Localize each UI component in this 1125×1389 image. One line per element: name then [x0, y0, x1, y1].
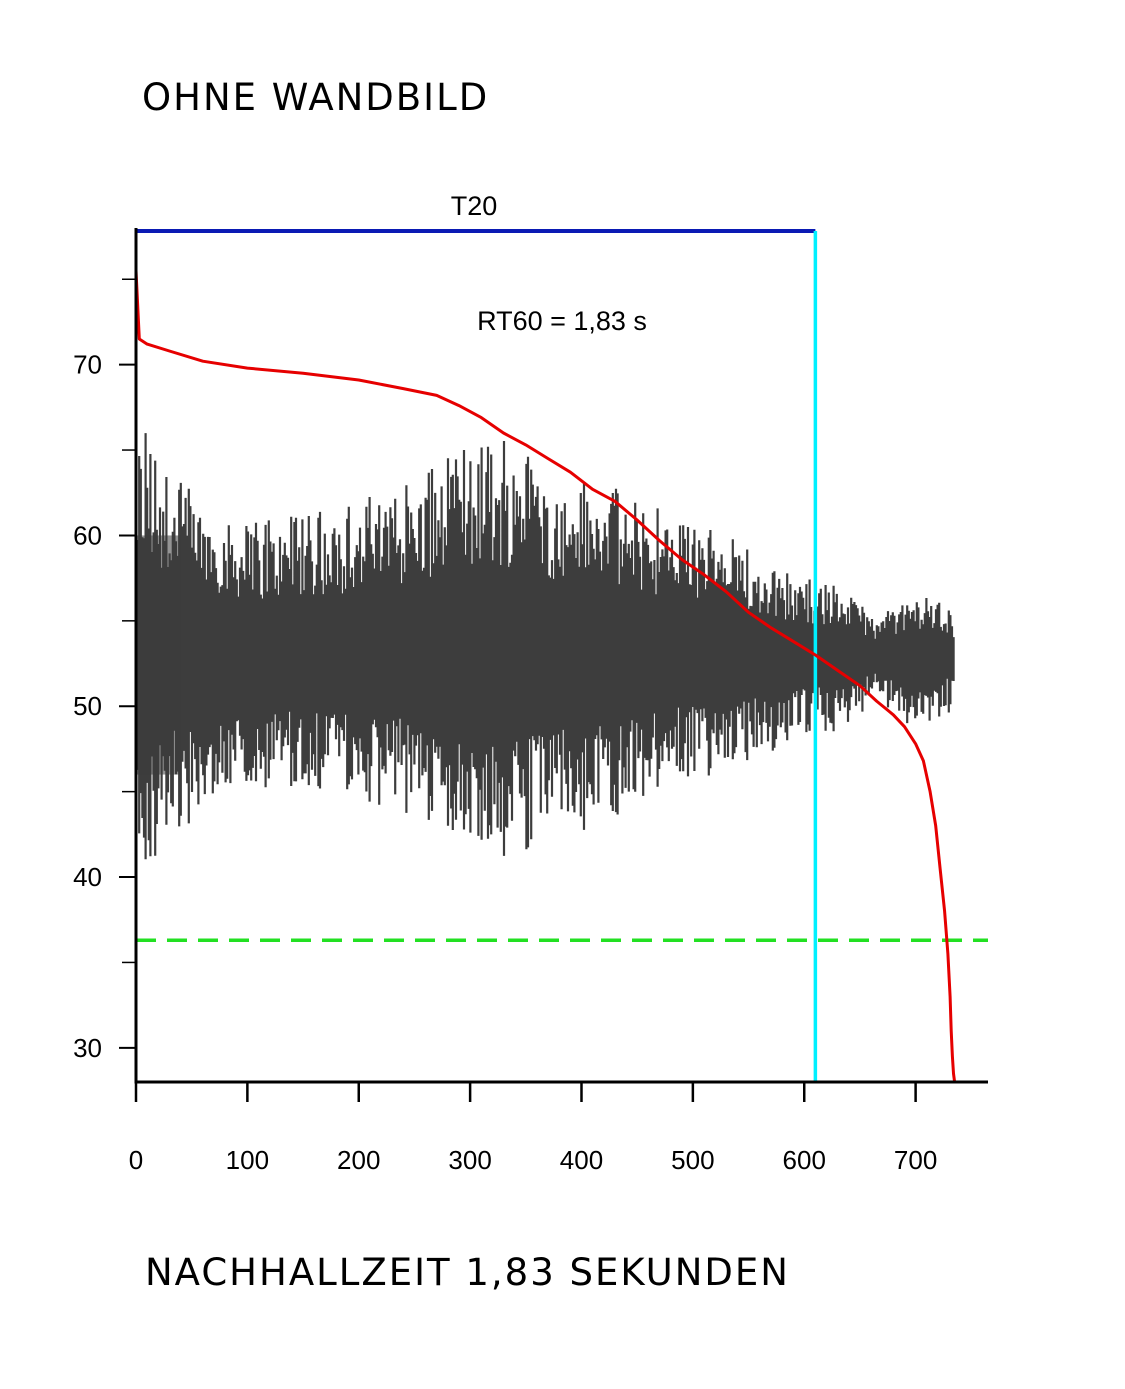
y-tick-label: 40	[73, 862, 102, 892]
x-tick-label: 600	[783, 1145, 826, 1175]
reverb-time-caption: NACHHALLZEIT 1,83 SEKUNDEN	[145, 1251, 790, 1294]
y-tick-label: 70	[73, 350, 102, 380]
x-tick-label: 200	[337, 1145, 380, 1175]
x-tick-label: 400	[560, 1145, 603, 1175]
x-tick-label: 700	[894, 1145, 937, 1175]
waveform-trace	[136, 433, 955, 860]
decay-curve-line	[134, 270, 957, 1083]
page-title: OHNE WANDBILD	[142, 76, 490, 119]
y-tick-label: 60	[73, 520, 102, 550]
y-tick-label: 50	[73, 691, 102, 721]
x-tick-label: 0	[129, 1145, 143, 1175]
x-tick-label: 500	[671, 1145, 714, 1175]
axes	[119, 228, 988, 1102]
y-tick-label: 30	[73, 1033, 102, 1063]
t20-label: T20	[451, 191, 498, 221]
waveform-dense-fill	[136, 535, 181, 775]
rt60-annotation: RT60 = 1,83 s	[477, 306, 647, 336]
waveform-series	[136, 433, 955, 860]
x-tick-label: 100	[226, 1145, 269, 1175]
x-tick-label: 300	[448, 1145, 491, 1175]
